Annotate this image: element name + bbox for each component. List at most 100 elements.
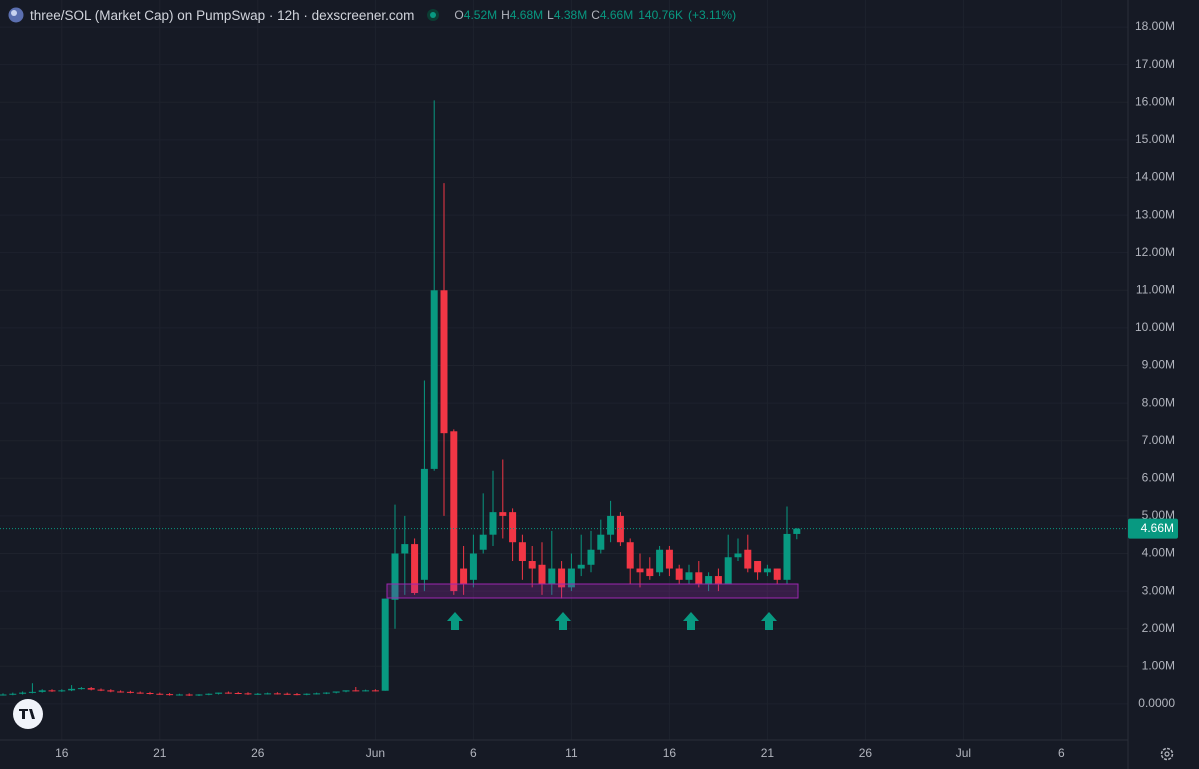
- candle-body: [460, 568, 468, 584]
- x-tick-label: Jun: [366, 746, 385, 760]
- y-tick-label: 3.00M: [1142, 583, 1175, 597]
- tv-logo[interactable]: [13, 699, 43, 729]
- gear-center: [1164, 751, 1170, 757]
- y-tick-label: 11.00M: [1136, 282, 1175, 296]
- x-tick-label: 26: [251, 746, 265, 760]
- y-tick-label: 17.00M: [1135, 57, 1175, 71]
- arrows: [447, 612, 777, 630]
- candle-body: [518, 542, 526, 562]
- candle-body: [489, 512, 497, 535]
- logo-circle[interactable]: [13, 699, 43, 729]
- candle-body: [420, 468, 428, 580]
- candle-body: [665, 549, 673, 569]
- y-tick-label: 18.00M: [1135, 19, 1175, 33]
- x-tick-label: 26: [859, 746, 873, 760]
- candle-body: [195, 694, 203, 696]
- candle-body: [87, 688, 95, 690]
- arrow-up: [555, 612, 571, 630]
- candle-body: [763, 568, 771, 573]
- candle-body: [68, 688, 76, 691]
- candle-body: [313, 693, 321, 695]
- candle-body: [362, 690, 370, 692]
- legend-l: L: [547, 8, 554, 22]
- x-tick-label: 16: [55, 746, 69, 760]
- candle-body: [430, 290, 438, 469]
- candle-body: [626, 542, 634, 569]
- candle-body: [499, 512, 507, 516]
- x-tick-label: Jul: [956, 746, 971, 760]
- candle-body: [28, 691, 36, 693]
- candle-body: [107, 690, 115, 692]
- candle-body: [244, 693, 252, 695]
- legend-volume: 140.76K: [638, 8, 683, 22]
- x-tick-label: 21: [153, 746, 167, 760]
- candle-body: [558, 568, 566, 588]
- candle-body: [440, 290, 448, 434]
- grid: [0, 0, 1128, 740]
- candle-body: [528, 561, 536, 569]
- candle-body: [411, 544, 419, 593]
- candle-body: [146, 692, 154, 694]
- x-tick-label: 6: [1058, 746, 1065, 760]
- status-dot: [427, 9, 440, 21]
- legend-high: 4.68M: [509, 8, 544, 22]
- candle-body: [48, 690, 56, 692]
- y-tick-label: 0.0000: [1138, 696, 1175, 710]
- title: three/SOL (Market Cap) on PumpSwap · 12h…: [30, 7, 415, 23]
- candle-body: [224, 692, 232, 694]
- arrow-up: [761, 612, 777, 630]
- candle-body: [273, 693, 281, 695]
- candle-body: [548, 568, 556, 584]
- candle-body: [19, 692, 27, 694]
- settings-icon[interactable]: [1160, 747, 1174, 761]
- y-tick-label: 4.00M: [1142, 546, 1175, 560]
- y-tick-label: 1.00M: [1142, 658, 1175, 672]
- y-tick-label: 5.00M: [1142, 508, 1175, 522]
- candle-body: [656, 549, 664, 573]
- candle-body: [616, 515, 624, 543]
- candle-body: [450, 431, 458, 592]
- candle-body: [695, 572, 703, 584]
- candle-body: [342, 690, 350, 692]
- y-tick-label: 12.00M: [1135, 245, 1175, 259]
- candle-body: [293, 694, 301, 696]
- candle-body: [685, 572, 693, 580]
- y-tick-label: 6.00M: [1142, 470, 1175, 484]
- y-tick-label: 2.00M: [1142, 621, 1175, 635]
- candle-body: [577, 564, 585, 569]
- candle-body: [38, 690, 46, 692]
- candle-body: [381, 598, 389, 691]
- legend-change: (+3.11%): [687, 8, 737, 22]
- y-tick-label: 13.00M: [1135, 207, 1175, 221]
- legend-o: O: [454, 8, 464, 22]
- candle-body: [264, 693, 272, 695]
- candle-body: [567, 568, 575, 588]
- candle-body: [675, 568, 683, 580]
- x-tick-label: 16: [663, 746, 677, 760]
- candle-body: [754, 561, 762, 573]
- candle-body: [607, 515, 615, 535]
- candle-body: [538, 564, 546, 584]
- gear[interactable]: [1160, 747, 1174, 761]
- legend-h: H: [501, 8, 510, 22]
- candle-body: [636, 568, 644, 573]
- candle-body: [254, 693, 262, 695]
- candle-body: [352, 690, 360, 692]
- candle-body: [205, 693, 213, 695]
- x-tick-label: 21: [761, 746, 775, 760]
- y-tick-label: 7.00M: [1142, 433, 1175, 447]
- last-price-tag: [1128, 518, 1178, 539]
- candle-body: [234, 692, 242, 694]
- candle-body: [469, 553, 477, 580]
- legend-low: 4.38M: [553, 8, 588, 22]
- candle-body: [156, 693, 164, 695]
- candle-body: [303, 693, 311, 695]
- candles: [0, 100, 801, 697]
- y-tick-label: 16.00M: [1135, 94, 1175, 108]
- candle-body: [322, 692, 330, 694]
- candle-body: [283, 693, 291, 695]
- candle-body: [705, 576, 713, 584]
